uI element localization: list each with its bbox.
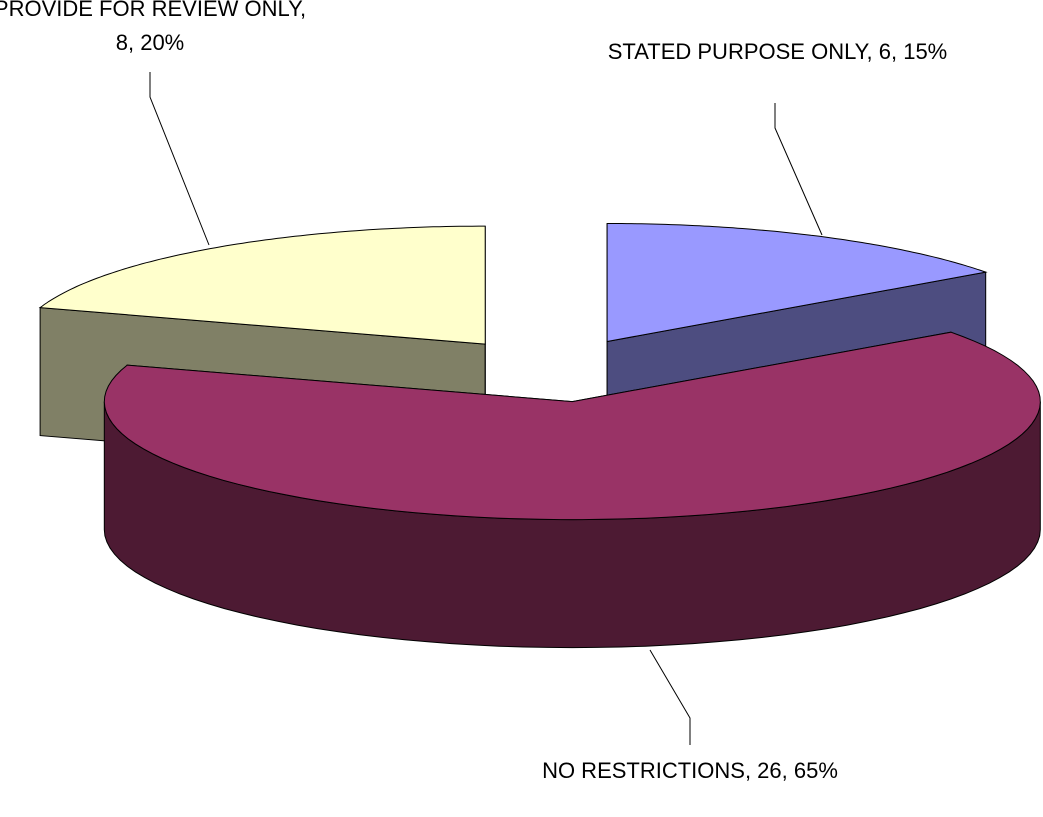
leader-line bbox=[149, 72, 210, 246]
slice bbox=[103, 331, 1041, 521]
leader-lines bbox=[149, 72, 823, 745]
pie bbox=[38, 223, 1041, 649]
data-label: STATED PURPOSE ONLY, 6, 15% bbox=[607, 39, 948, 64]
data-label: NO RESTRICTIONS, 26, 65% bbox=[542, 758, 838, 783]
slice bbox=[606, 223, 988, 343]
data-label: PROVIDE FOR REVIEW ONLY, 8, 20% bbox=[0, 0, 307, 55]
slice bbox=[38, 225, 486, 345]
leader-line bbox=[649, 649, 691, 745]
leader-line bbox=[774, 103, 823, 236]
